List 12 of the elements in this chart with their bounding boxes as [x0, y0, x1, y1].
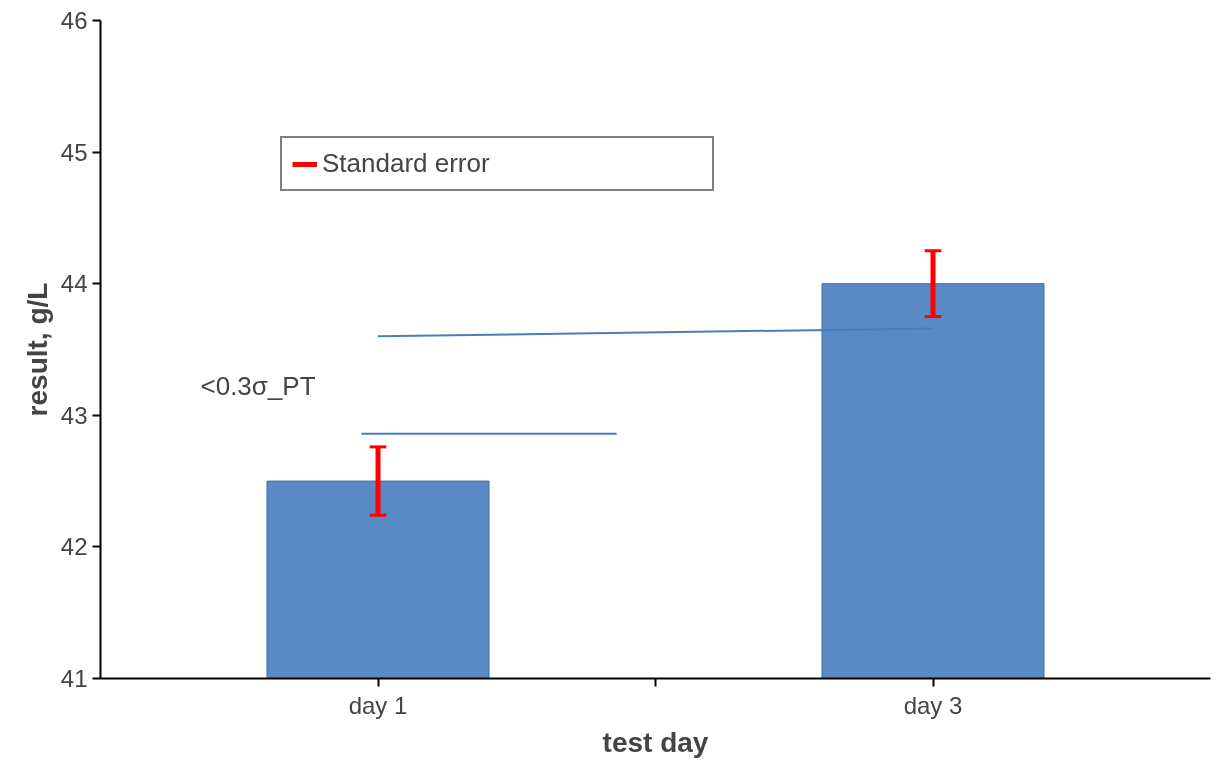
y-tick-label: 45 [60, 138, 88, 166]
annotation: <0.3σ_PT [200, 370, 316, 401]
y-tick-label: 42 [60, 533, 88, 561]
text: Standard error [322, 148, 491, 179]
y-tick-label: 41 [60, 665, 88, 692]
x-tick-label: day 1 [348, 691, 408, 719]
y-tick-label: 44 [60, 270, 88, 298]
y-tick-label: 43 [60, 401, 88, 429]
y-axis-title: result, g/L [21, 282, 53, 417]
y-tick-label: 46 [60, 7, 88, 34]
x-tick-label: day 3 [903, 691, 963, 719]
x-axis-title: test day [602, 726, 709, 758]
